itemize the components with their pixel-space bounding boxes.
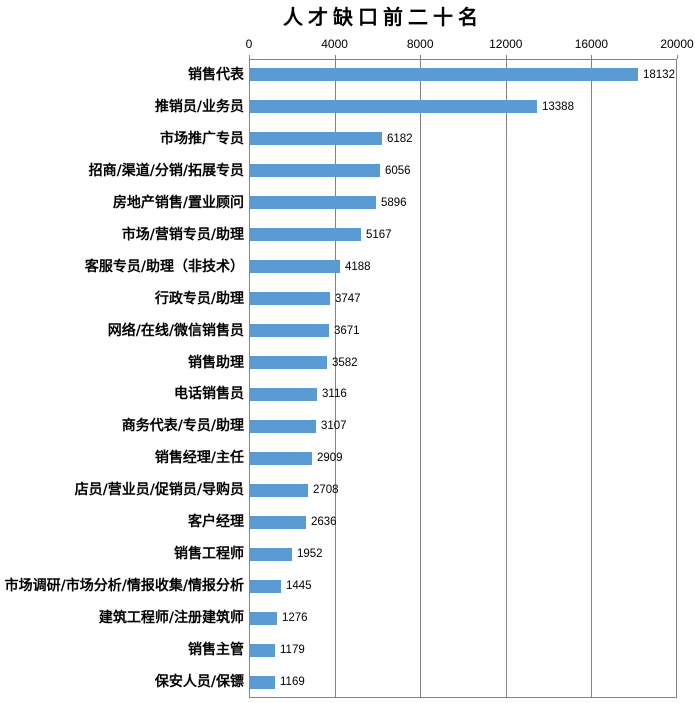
x-axis-tick-mark [505, 55, 507, 59]
bar [250, 675, 275, 689]
value-label: 1445 [286, 580, 312, 593]
gridline [334, 60, 336, 697]
category-label: 推销员/业务员 [154, 98, 244, 115]
value-label: 1952 [297, 548, 323, 561]
bar [250, 260, 340, 274]
bar [250, 164, 380, 178]
x-axis-tick-mark [334, 55, 336, 59]
category-label: 市场/营销专员/助理 [121, 226, 244, 243]
bar [250, 547, 292, 561]
category-label: 销售经理/主任 [154, 450, 244, 467]
category-label: 销售代表 [188, 66, 244, 83]
chart-title: 人才缺口前二十名 [283, 5, 483, 29]
value-label: 2708 [313, 484, 339, 497]
x-axis-tick-label: 4000 [321, 37, 348, 51]
value-label: 3582 [332, 356, 358, 369]
x-axis-tick-label: 16000 [574, 37, 609, 51]
gridline [420, 60, 422, 697]
gridline [591, 60, 593, 697]
value-label: 1276 [282, 612, 308, 625]
value-label: 18132 [643, 68, 675, 81]
category-label: 网络/在线/微信销售员 [107, 322, 244, 339]
category-label: 行政专员/助理 [154, 290, 244, 307]
bar [250, 68, 638, 82]
bar [250, 643, 275, 657]
value-label: 3107 [321, 420, 347, 433]
x-axis-tick-mark [591, 55, 593, 59]
category-label: 市场调研/市场分析/情报收集/情报分析 [4, 578, 244, 595]
x-axis-tick-label: 0 [245, 37, 253, 51]
bar [250, 324, 329, 338]
x-axis-tick-mark [249, 55, 250, 59]
bar [250, 228, 361, 242]
plot-area [249, 59, 677, 698]
category-label: 电话销售员 [174, 386, 244, 403]
category-label: 房地产销售/置业顾问 [112, 194, 244, 211]
value-label: 3747 [335, 292, 361, 305]
x-axis-tick-label: 20000 [660, 37, 694, 51]
bar [250, 196, 376, 210]
bar [250, 292, 330, 306]
category-label: 市场推广专员 [160, 130, 244, 147]
bar [250, 515, 306, 529]
bar [250, 356, 327, 370]
value-label: 4188 [345, 260, 371, 273]
bar [250, 579, 281, 593]
category-label: 保安人员/保镖 [154, 674, 244, 691]
category-label: 销售工程师 [174, 546, 244, 563]
bar [250, 483, 308, 497]
x-axis-tick-mark [420, 55, 422, 59]
value-label: 2636 [311, 516, 337, 529]
bar [250, 611, 277, 625]
value-label: 6056 [385, 164, 411, 177]
bar [250, 100, 537, 114]
value-label: 2909 [317, 452, 343, 465]
bar [250, 419, 316, 433]
value-label: 13388 [542, 100, 574, 113]
value-label: 3116 [322, 388, 347, 401]
x-axis-tick-label: 8000 [406, 37, 434, 51]
bar [250, 451, 312, 465]
bar [250, 132, 382, 146]
value-label: 1169 [280, 676, 305, 689]
value-label: 5896 [381, 196, 407, 209]
category-label: 建筑工程师/注册建筑师 [98, 610, 244, 627]
x-axis-tick-mark [677, 55, 678, 59]
bar [250, 387, 317, 401]
category-label: 店员/营业员/促销员/导购员 [74, 482, 244, 499]
category-label: 销售主管 [188, 642, 244, 659]
category-label: 客户经理 [188, 514, 244, 531]
x-axis-tick-label: 12000 [489, 37, 523, 51]
gridline [505, 60, 507, 697]
value-label: 6182 [387, 132, 413, 145]
category-label: 销售助理 [188, 354, 244, 371]
value-label: 5167 [366, 228, 392, 241]
category-label: 客服专员/助理（非技术） [84, 258, 244, 275]
value-label: 3671 [334, 324, 360, 337]
value-label: 1179 [280, 644, 305, 657]
category-label: 招商/渠道/分销/拓展专员 [88, 162, 244, 179]
category-label: 商务代表/专员/助理 [121, 418, 244, 435]
